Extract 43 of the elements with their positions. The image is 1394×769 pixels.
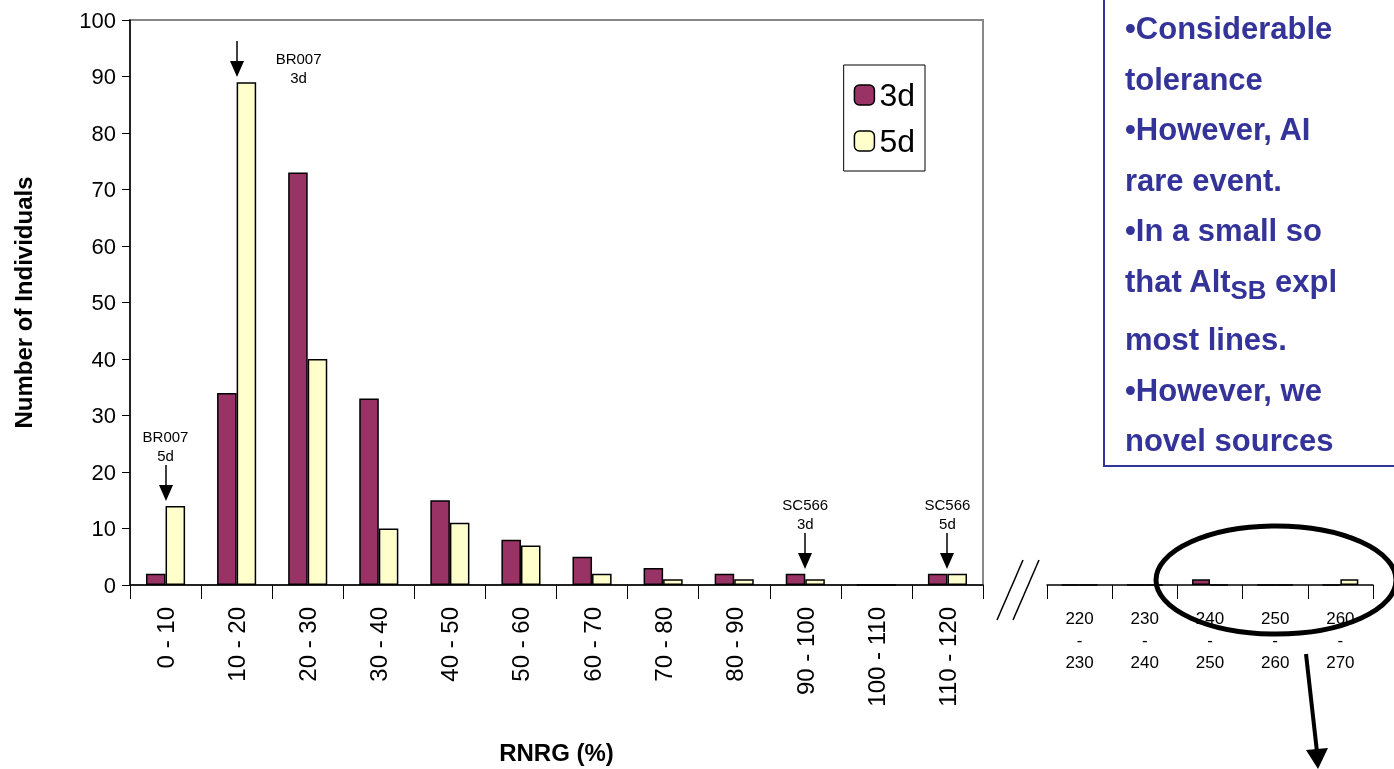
x-tick-label: 70 - 80: [649, 607, 677, 682]
x-tick-label: 60 - 70: [578, 607, 606, 682]
x-tick-label: 20 - 30: [294, 607, 322, 682]
y-tick-label: 0: [103, 572, 116, 598]
y-tick-label: 70: [91, 177, 116, 202]
x-tick-label: 100 - 110: [862, 607, 890, 707]
y-tick-label: 80: [91, 120, 116, 146]
annotation: •Considerable: [1125, 10, 1334, 48]
legend-label: 3d: [879, 77, 915, 113]
x-tick-label: 0 - 10: [152, 607, 180, 669]
annotation: BR007 3d: [274, 49, 323, 88]
annotation: •However, AI: [1125, 111, 1312, 149]
y-tick-label: 60: [91, 233, 116, 259]
y-tick-label: 100: [79, 7, 116, 33]
x-tick-label: 50 - 60: [507, 607, 535, 682]
annotation: •However, we: [1125, 371, 1323, 410]
annotation: that Alt$_{SB}$ expl: [1125, 262, 1339, 306]
y-tick-label: 10: [91, 516, 116, 541]
annotation: BR007 5d: [141, 426, 190, 464]
annotation: tolerance: [1125, 60, 1264, 99]
y-axis-title: Number of Individuals: [9, 176, 37, 429]
legend-label: 5d: [879, 123, 915, 159]
x-axis-title: RNRG (%): [499, 738, 614, 766]
x-tick-label: 80 - 90: [720, 607, 748, 682]
x-tick-label: 230 - 240: [1130, 608, 1159, 672]
x-tick-label: 220 - 230: [1065, 608, 1094, 672]
x-tick-label: 10 - 20: [223, 607, 251, 682]
annotation: SC566 3d: [781, 494, 830, 533]
y-tick-label: 90: [91, 64, 116, 89]
x-tick-label: 40 - 50: [436, 607, 464, 682]
x-tick-label: 90 - 100: [791, 607, 819, 696]
annotation: •In a small so: [1125, 212, 1323, 250]
annotation: SC566 5d: [923, 494, 972, 533]
y-tick-label: 20: [91, 459, 116, 485]
y-tick-label: 40: [91, 346, 116, 372]
annotation: most lines.: [1125, 321, 1288, 360]
x-tick-label: 30 - 40: [365, 607, 393, 682]
annotation: rare event.: [1125, 161, 1283, 200]
annotation: novel sources: [1125, 422, 1335, 461]
x-tick-label: 250 - 260: [1261, 608, 1290, 672]
y-tick-label: 50: [91, 290, 116, 315]
y-tick-label: 30: [91, 403, 116, 428]
x-tick-label: 110 - 120: [933, 607, 961, 707]
